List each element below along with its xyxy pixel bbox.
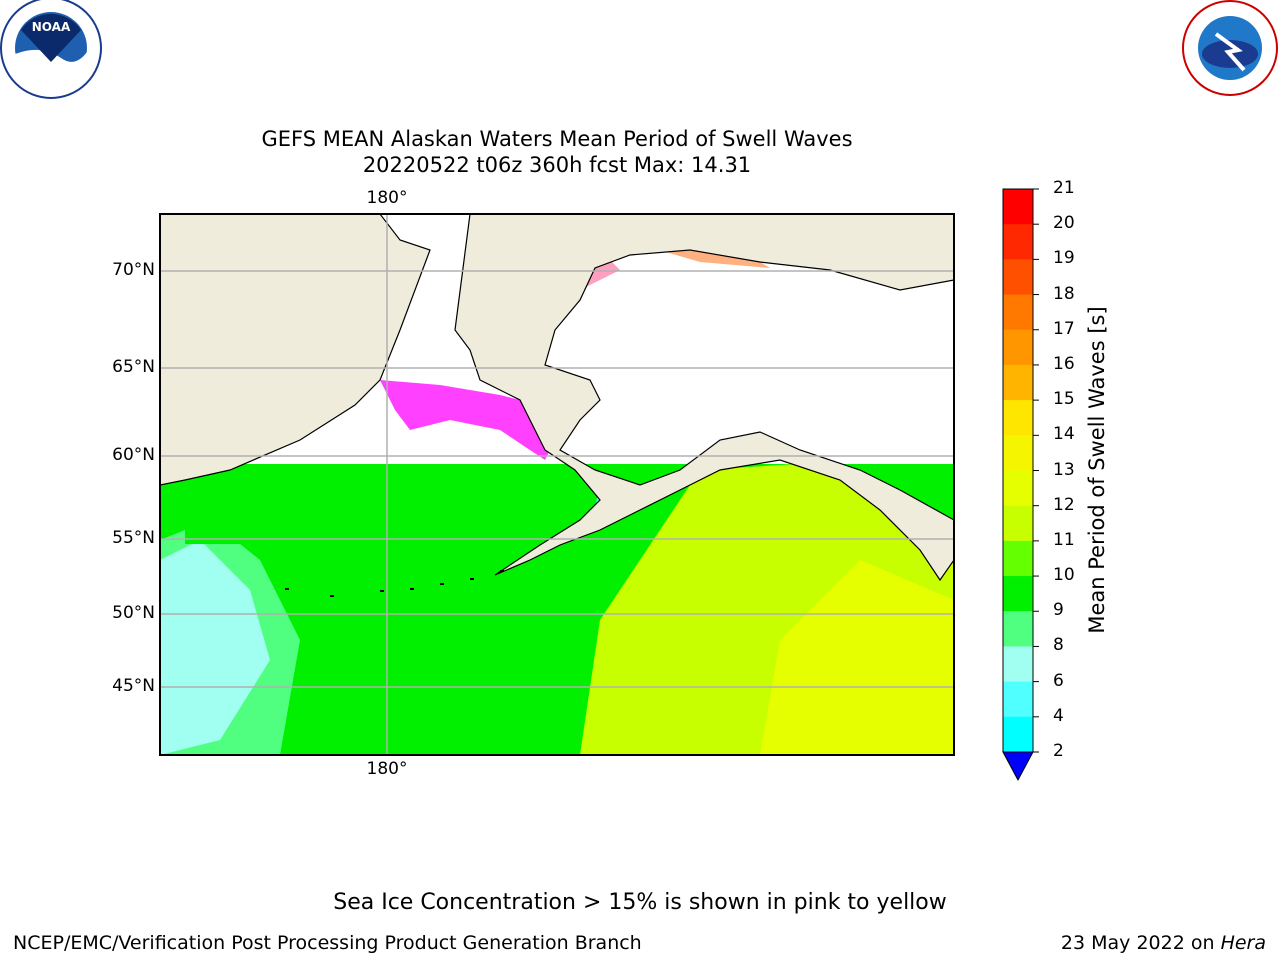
bering-sea [185, 464, 605, 544]
lat-label-70: 70°N [112, 260, 155, 280]
colorbar-extend-arrow [1002, 751, 1034, 782]
lat-label-50: 50°N [112, 603, 155, 623]
footer-date: 23 May 2022 on [1060, 932, 1221, 954]
colorbar-band [1003, 716, 1033, 753]
colorbar-tick-label: 21 [1053, 178, 1075, 198]
colorbar-band [1003, 646, 1033, 683]
sea-ice-note: Sea Ice Concentration > 15% is shown in … [333, 890, 947, 915]
colorbar-band [1003, 435, 1033, 471]
colorbar-band [1003, 364, 1033, 401]
colorbar-band [1003, 611, 1033, 647]
lat-label-55: 55°N [112, 528, 155, 548]
swell-region-14s [760, 560, 954, 755]
colorbar-band [1003, 505, 1033, 542]
colorbar-band [1003, 576, 1033, 612]
colorbar-band [1003, 400, 1033, 436]
colorbar-band [1003, 329, 1033, 366]
land-chukotka [160, 214, 431, 486]
colorbar-tick-label: 2 [1053, 741, 1064, 761]
footer-left: NCEP/EMC/Verification Post Processing Pr… [13, 932, 642, 954]
noaa-logo-text: NOAA [31, 20, 71, 34]
colorbar-tick-label: 13 [1053, 459, 1075, 480]
land-alaska [454, 214, 954, 582]
graticule [160, 214, 954, 755]
colorbar-tick-label: 4 [1053, 705, 1064, 726]
footer-right: 23 May 2022 on Hera [1061, 932, 1266, 954]
colorbar-label: Mean Period of Swell Waves [s] [1085, 306, 1109, 634]
lat-label-60: 60°N [112, 445, 155, 465]
lon-label-top: 180° [366, 188, 408, 208]
colorbar-band [1003, 540, 1033, 577]
colorbar-tick-label: 11 [1053, 529, 1075, 550]
swell-region-8s [160, 540, 270, 755]
colorbar-band [1003, 189, 1033, 225]
colorbar-band [1003, 294, 1033, 331]
colorbar-tick-label: 16 [1053, 353, 1075, 374]
colorbar-band [1003, 259, 1033, 296]
map-frame [159, 213, 955, 756]
footer-host: Hera [1220, 932, 1266, 954]
colorbar [1002, 188, 1039, 782]
colorbar-tick-label: 18 [1053, 283, 1075, 304]
colorbar-band [1003, 224, 1033, 260]
map-subtitle: 20220522 t06z 360h fcst Max: 14.31 [362, 153, 752, 177]
aleutian-islands [285, 570, 504, 597]
colorbar-tick-label: 9 [1053, 600, 1064, 621]
colorbar-band [1003, 470, 1033, 507]
lon-label-bottom: 180° [366, 759, 408, 779]
colorbar-tick-label: 17 [1053, 318, 1075, 339]
colorbar-tick-label: 8 [1053, 635, 1064, 656]
colorbar-tick-label: 19 [1053, 248, 1075, 269]
colorbar-tick-label: 15 [1053, 389, 1075, 410]
sea-ice-bering [380, 380, 555, 460]
colorbar-band [1003, 681, 1033, 718]
colorbar-tick-label: 6 [1053, 670, 1064, 691]
colorbar-tick-label: 12 [1053, 494, 1075, 515]
colorbar-tick-label: 14 [1053, 424, 1075, 445]
lat-label-65: 65°N [112, 357, 155, 377]
map-title: GEFS MEAN Alaskan Waters Mean Period of … [261, 127, 853, 151]
colorbar-tick-label: 20 [1053, 213, 1075, 234]
lat-label-45: 45°N [112, 676, 155, 696]
colorbar-tick-label: 10 [1053, 565, 1075, 586]
